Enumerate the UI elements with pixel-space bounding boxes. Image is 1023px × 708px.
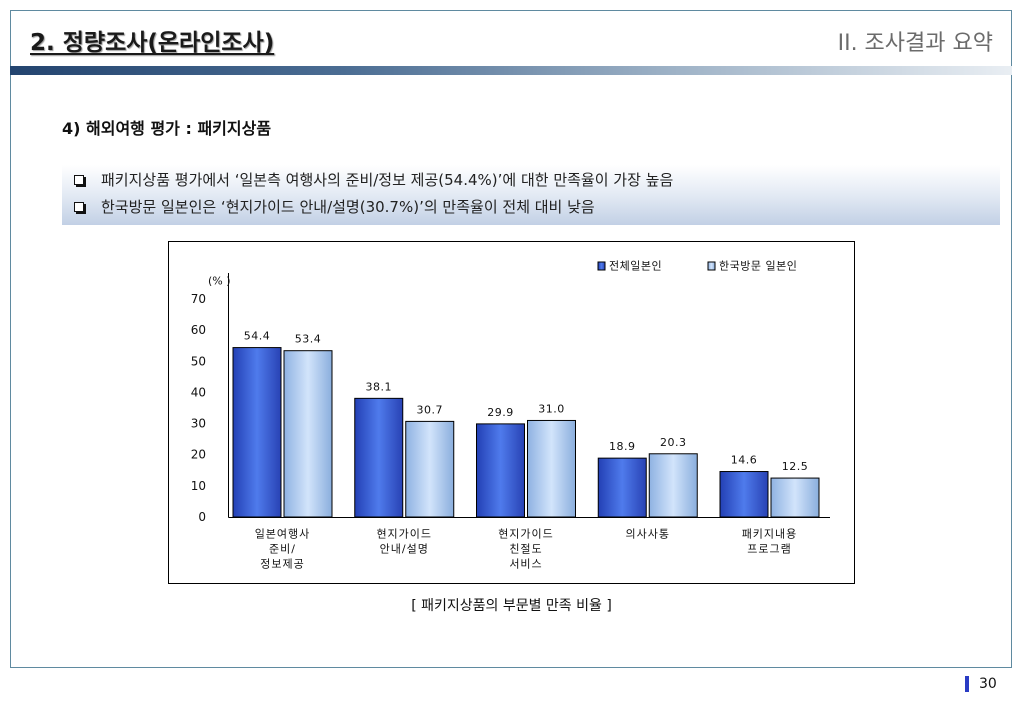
bullet-text: 패키지상품 평가에서 ‘일본측 여행사의 준비/정보 제공(54.4%)’에 대… [101, 171, 674, 189]
square-bullet-icon [74, 201, 84, 212]
chart-caption: [ 패키지상품의 부문별 만족 비율 ] [411, 598, 612, 614]
slide-frame [10, 10, 1012, 668]
bar-value-label: 14.6 [731, 454, 758, 467]
category-label: 프로그램 [747, 543, 791, 556]
bar-series-2-category-4 [648, 453, 698, 518]
bar-series-2-category-1 [283, 350, 333, 518]
bar-value-label: 20.3 [660, 436, 687, 449]
section-label: II. 조사결과 요약 [837, 31, 993, 56]
legend-item: 한국방문 일본인 [707, 259, 797, 273]
y-tick-label: 20 [191, 448, 206, 462]
y-tick-label: 70 [191, 292, 206, 306]
bar-series-1-category-4 [597, 457, 647, 518]
bar-series-1-category-3 [476, 423, 525, 518]
bar-value-label: 53.4 [295, 333, 322, 346]
bar-value-label: 38.1 [366, 380, 393, 393]
category-label: 일본여행사 [255, 527, 311, 541]
bar-series-1-category-1 [232, 347, 282, 518]
category-label: 정보제공 [260, 558, 304, 571]
bar-value-label: 54.4 [244, 330, 271, 343]
bullet-item: 패키지상품 평가에서 ‘일본측 여행사의 준비/정보 제공(54.4%)’에 대… [62, 166, 1000, 193]
category-label: 안내/설명 [380, 543, 429, 556]
y-tick-label: 10 [191, 479, 206, 493]
bar-value-label: 31.0 [538, 402, 565, 415]
category-label: 현지가이드 [376, 528, 432, 541]
legend-swatch [707, 261, 716, 271]
bar-series-2-category-2 [405, 420, 455, 518]
bar-series-1-category-5 [719, 471, 769, 518]
bullet-text: 한국방문 일본인은 ‘현지가이드 안내/설명(30.7%)’의 만족율이 전체 … [101, 198, 595, 216]
category-label: 패키지내용 [742, 528, 798, 541]
bar-series-2-category-5 [770, 477, 820, 518]
legend-item: 전체일본인 [597, 259, 662, 273]
legend: 전체일본인 한국방문 일본인 [597, 259, 797, 273]
category-label: 서비스 [509, 558, 542, 571]
axes-group: 0 10 20 30 40 50 60 70(% ) [191, 273, 830, 524]
legend-label: 한국방문 일본인 [719, 259, 797, 273]
category-label: 현지가이드 [498, 528, 554, 541]
category-label: 준비/ [269, 543, 296, 556]
y-axis-unit-label: (% ) [208, 275, 231, 288]
y-tick-label: 0 [198, 510, 206, 524]
bullet-box: 패키지상품 평가에서 ‘일본측 여행사의 준비/정보 제공(54.4%)’에 대… [62, 165, 1000, 225]
page-number-accent-bar [965, 676, 969, 692]
bar-value-label: 18.9 [609, 440, 636, 453]
slide-title: 2. 정량조사(온라인조사) [30, 30, 275, 56]
chart-border [168, 241, 855, 584]
legend-label: 전체일본인 [609, 259, 662, 273]
y-tick-label: 50 [191, 354, 206, 368]
y-tick-label: 40 [191, 385, 206, 399]
square-bullet-icon [74, 174, 84, 185]
bar-value-label: 30.7 [417, 403, 444, 416]
bar-series-1-category-2 [354, 397, 404, 518]
legend-swatch [597, 261, 606, 271]
category-label: 친절도 [509, 543, 542, 556]
bar-value-label: 12.5 [782, 460, 809, 473]
y-tick-label: 60 [191, 323, 206, 337]
category-label: 의사사통 [626, 528, 670, 541]
bar-chart: 0 10 20 30 40 50 60 70(% ) 54.4 53.4 일본여행사준비/정보제공… [168, 241, 855, 584]
section-subtitle: 4) 해외여행 평가 : 패키지상품 [62, 119, 272, 138]
bullet-item: 한국방문 일본인은 ‘현지가이드 안내/설명(30.7%)’의 만족율이 전체 … [62, 193, 1000, 220]
page-number: 30 [979, 676, 997, 692]
y-tick-label: 30 [191, 417, 206, 431]
title-gradient-bar [10, 66, 1012, 75]
bar-value-label: 29.9 [487, 406, 514, 419]
bar-series-2-category-3 [527, 419, 576, 518]
